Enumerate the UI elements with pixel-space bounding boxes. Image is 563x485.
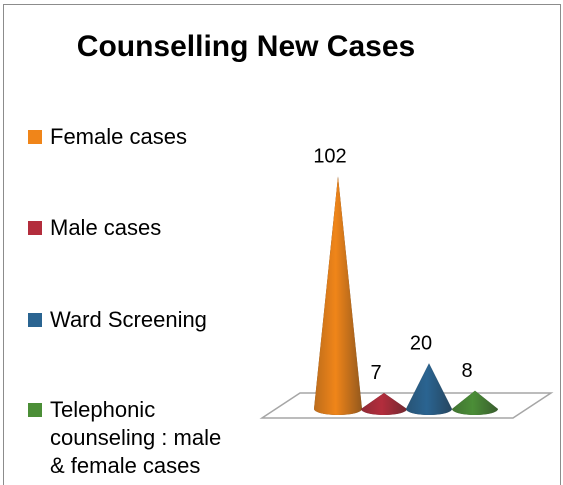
cone xyxy=(406,363,452,415)
legend-entry: Ward Screening xyxy=(28,306,243,334)
legend-entry: Female cases xyxy=(28,123,243,151)
data-label: 102 xyxy=(313,145,346,167)
legend-swatch xyxy=(28,221,42,235)
legend-label: Female cases xyxy=(50,124,187,149)
data-label: 8 xyxy=(461,360,472,382)
legend-label: Ward Screening xyxy=(50,307,207,332)
chart-title: Counselling New Cases xyxy=(76,30,416,63)
cone xyxy=(361,393,407,415)
plot-area: 102 7 20 8 xyxy=(313,145,498,415)
floor xyxy=(259,392,554,419)
legend-swatch xyxy=(28,313,42,327)
legend-swatch xyxy=(28,130,42,144)
cone xyxy=(314,176,362,415)
legend-entry: Male cases xyxy=(28,214,243,242)
data-label: 7 xyxy=(370,362,381,384)
data-label: 20 xyxy=(410,332,432,354)
cone xyxy=(452,390,498,415)
legend-entry: Telephonic counseling : male & female ca… xyxy=(28,396,243,480)
legend-label: Male cases xyxy=(50,215,162,240)
legend-swatch xyxy=(28,403,42,417)
legend-label: Telephonic counseling : male & female ca… xyxy=(50,397,222,478)
